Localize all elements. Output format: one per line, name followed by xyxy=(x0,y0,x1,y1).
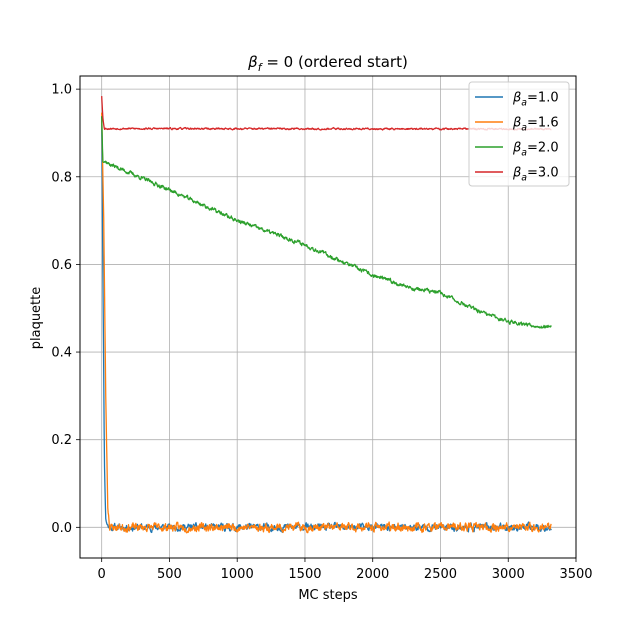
x-tick-label: 0 xyxy=(98,567,106,582)
y-tick-label: 1.0 xyxy=(51,83,72,98)
y-tick-label: 0.6 xyxy=(51,258,72,273)
legend: βa=1.0 βa=1.6 βa=2.0 βa=3.0 xyxy=(468,81,570,187)
x-tick-label: 2000 xyxy=(356,567,389,582)
x-tick-label: 3500 xyxy=(559,567,592,582)
x-tick-label: 2500 xyxy=(424,567,457,582)
legend-label: βa=1.0 xyxy=(512,91,559,109)
y-tick-label: 0.2 xyxy=(51,433,72,448)
series-line-3 xyxy=(101,116,552,329)
y-tick-label: 0.4 xyxy=(51,346,72,361)
series-line-2 xyxy=(101,112,552,534)
x-tick-label: 500 xyxy=(157,567,182,582)
plot-frame xyxy=(79,75,577,559)
x-axis-label: MC steps xyxy=(298,588,358,603)
y-tick-label: 0.0 xyxy=(51,521,72,536)
legend-box xyxy=(468,81,570,187)
y-tick-label: 0.8 xyxy=(51,170,72,185)
chart-title: βf = 0 (ordered start) xyxy=(247,53,408,74)
x-tick-label: 3000 xyxy=(492,567,525,582)
legend-label: βa=3.0 xyxy=(512,166,559,184)
axis-ticks: 0 500 1000 1500 2000 2500 3000 3500 0.0 0.2 0.4 0.6… xyxy=(51,83,592,582)
y-axis-label: plaquette xyxy=(29,287,44,350)
legend-label: βa=1.6 xyxy=(512,116,559,134)
x-tick-label: 1000 xyxy=(221,567,254,582)
x-tick-label: 1500 xyxy=(288,567,321,582)
legend-label: βa=2.0 xyxy=(512,141,559,159)
